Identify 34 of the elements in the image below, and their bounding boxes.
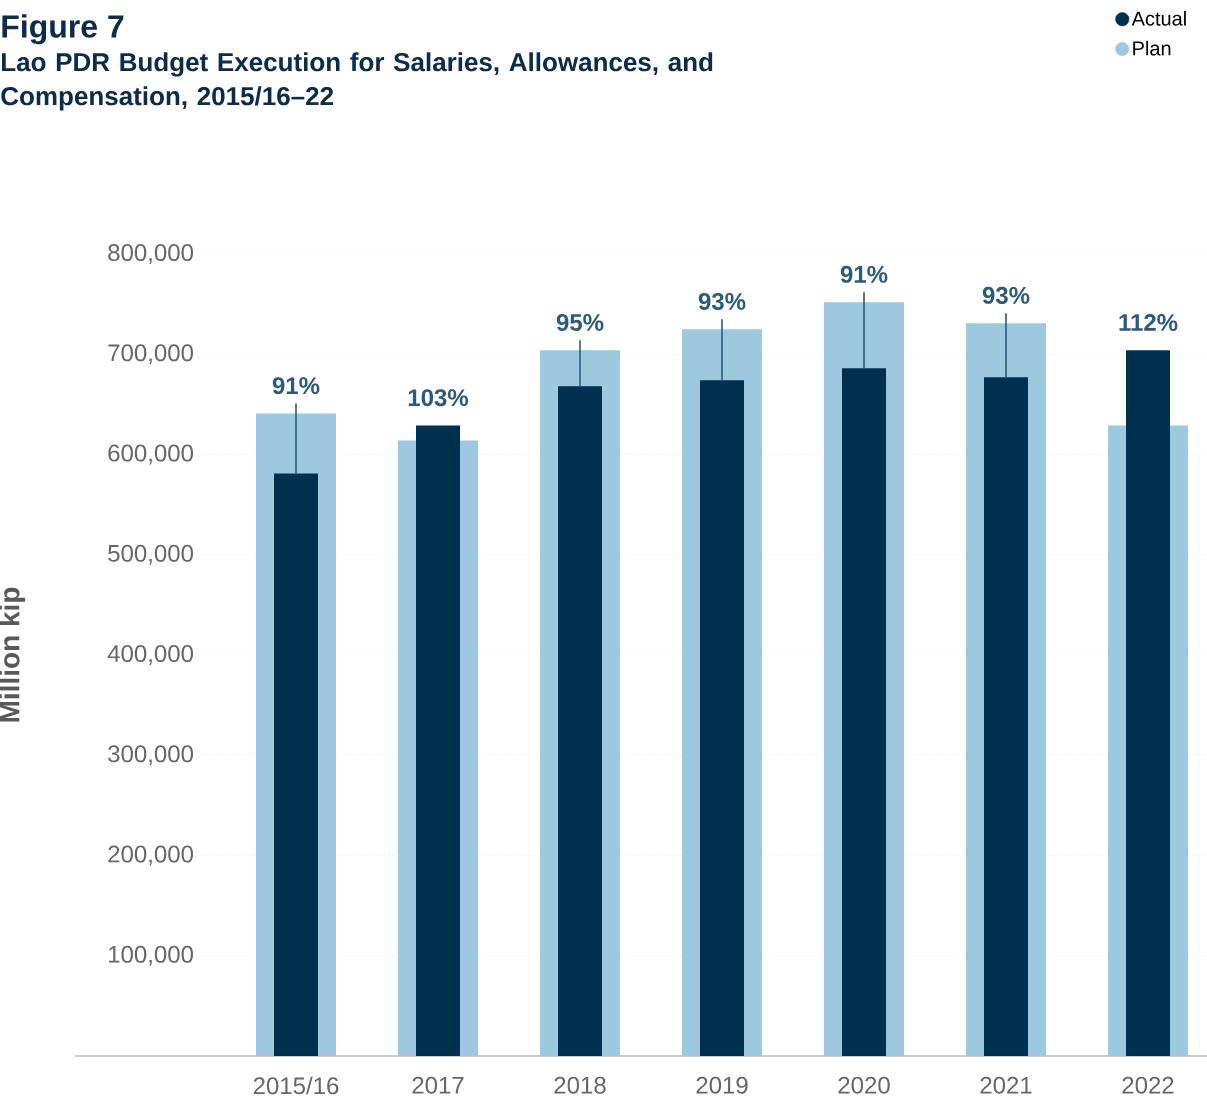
annotation: 93% — [982, 286, 1030, 304]
y-axis-title: Million kip — [0, 587, 26, 722]
y-tick-label: 500,000 — [108, 544, 194, 565]
annotation: 103% — [408, 389, 469, 407]
bar — [700, 380, 745, 1056]
annotation: 91% — [272, 377, 320, 395]
annotation: 95% — [556, 313, 604, 331]
y-tick-label: 600,000 — [108, 444, 194, 465]
bar — [558, 386, 602, 1056]
bar — [416, 425, 460, 1056]
x-tick-label: 2015/16 — [253, 1076, 339, 1095]
bar — [1126, 350, 1171, 1056]
bar — [984, 377, 1029, 1056]
bar — [274, 473, 318, 1056]
chart-title: Figure 7 — [2, 14, 124, 45]
annotation: 112% — [1119, 314, 1178, 331]
x-tick-label: 2021 — [980, 1076, 1032, 1094]
legend-label: Plan — [1133, 40, 1171, 56]
y-tick-label: 800,000 — [108, 244, 194, 264]
annotation: 91% — [840, 265, 888, 283]
y-tick-label: 400,000 — [107, 645, 194, 665]
y-tick-label: 100,000 — [109, 945, 194, 966]
x-tick-label: 2018 — [554, 1076, 606, 1094]
x-tick-label: 2022 — [1122, 1076, 1174, 1094]
x-tick-label: 2019 — [696, 1076, 748, 1094]
legend-label: Actual — [1131, 10, 1186, 26]
y-tick-label: 300,000 — [108, 745, 194, 766]
chart-subtitle: Lao PDR Budget Execution for Salaries, Allowances, and Compensation, 2015/16–22 — [1, 52, 713, 111]
y-tick-label: 200,000 — [108, 845, 194, 866]
x-tick-label: 2017 — [412, 1076, 464, 1094]
bar — [842, 368, 887, 1056]
annotation: 93% — [698, 292, 746, 310]
x-tick-label: 2020 — [838, 1076, 890, 1094]
y-tick-label: 700,000 — [108, 344, 194, 365]
